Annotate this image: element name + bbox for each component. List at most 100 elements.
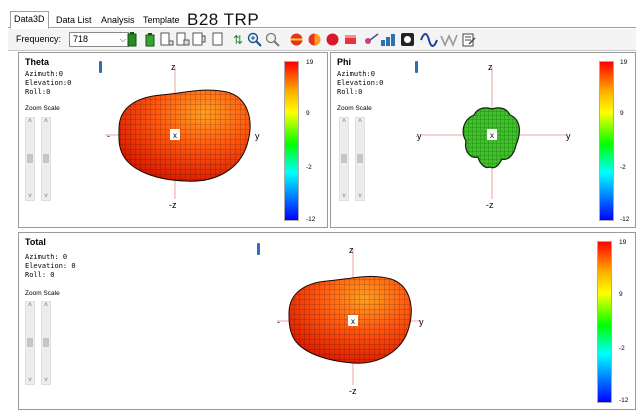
battery-green-icon[interactable] <box>124 32 140 48</box>
zoom-slider[interactable]: ˄ ˅ <box>25 117 35 201</box>
chevron-up-icon[interactable]: ˄ <box>27 118 33 125</box>
axis-y-label: y <box>419 317 424 327</box>
colorbar-tick: -2 <box>306 164 312 171</box>
phi-panel: Phi Azimuth:0 Elevation:0 Roll:0 Zoom Sc… <box>330 52 636 228</box>
colorbar-tick: 9 <box>620 110 624 117</box>
refresh-icon[interactable]: ⇅ <box>232 33 244 47</box>
slider-thumb[interactable] <box>27 154 33 163</box>
chevron-up-icon[interactable]: ˄ <box>43 118 49 125</box>
roll-readout: Roll:0 <box>25 88 51 96</box>
chart-icon[interactable] <box>380 32 396 48</box>
record-icon[interactable] <box>399 32 415 48</box>
axis-neg-y-label: -y <box>416 131 422 141</box>
device-right-icon[interactable] <box>191 32 207 48</box>
chevron-down-icon[interactable]: ˅ <box>27 193 33 200</box>
color-scale-bar <box>284 61 299 221</box>
axis-neg-z-label: -z <box>169 200 177 210</box>
colorbar-tick-max: 19 <box>620 59 628 66</box>
colorbar-tick-min: -12 <box>620 216 630 223</box>
colorbar-tick: -2 <box>620 164 626 171</box>
axis-z-label: z <box>488 62 493 72</box>
chevron-up-icon[interactable]: ˄ <box>341 118 347 125</box>
slider-thumb[interactable] <box>341 154 347 163</box>
frequency-label: Frequency: <box>16 34 62 44</box>
azimuth-readout: Azimuth:0 <box>337 70 375 78</box>
chevron-up-icon[interactable]: ˄ <box>43 302 49 309</box>
chevron-up-icon[interactable]: ˄ <box>357 118 363 125</box>
panel-title: Phi <box>337 57 352 67</box>
zoom-scale-label: Zoom Scale <box>337 105 372 112</box>
axis-neg-z-label: -z <box>486 200 494 210</box>
device-icon[interactable] <box>159 32 175 48</box>
axis-x-label: x <box>490 131 494 140</box>
tab-analysis[interactable]: Analysis <box>101 15 135 25</box>
phi-3d-plot[interactable]: x z -z y -y <box>416 59 596 224</box>
elevation-readout: Elevation: 0 <box>25 262 76 270</box>
device-alt-icon[interactable] <box>175 32 191 48</box>
zoom-slider[interactable]: ˄ ˅ <box>339 117 349 201</box>
azimuth-readout: Azimuth:0 <box>25 70 63 78</box>
elevation-readout: Elevation:0 <box>337 79 384 87</box>
colorbar-tick-min: -12 <box>619 397 629 404</box>
chevron-up-icon[interactable]: ˄ <box>27 302 33 309</box>
slider-thumb[interactable] <box>27 338 33 347</box>
chevron-down-icon[interactable]: ˅ <box>357 193 363 200</box>
chevron-down-icon[interactable]: ˅ <box>27 377 33 384</box>
red-ball-icon[interactable] <box>324 32 340 48</box>
colorbar-tick-max: 19 <box>619 239 627 246</box>
panel-title: Total <box>25 237 46 247</box>
color-scale-bar <box>597 241 612 403</box>
edit-icon[interactable] <box>363 32 379 48</box>
elevation-readout: Elevation:0 <box>25 79 72 87</box>
roll-readout: Roll:0 <box>337 88 363 96</box>
axis-x-label: x <box>173 131 177 140</box>
zigzag-icon[interactable] <box>440 32 458 48</box>
colorbar-tick: -2 <box>619 345 625 352</box>
axis-neg-y-label: - <box>277 317 280 327</box>
zoom-scale-label: Zoom Scale <box>25 105 60 112</box>
tab-data-list[interactable]: Data List <box>56 15 92 25</box>
chevron-down-icon: ⌵ <box>119 35 126 44</box>
battery-green-small-icon[interactable] <box>142 32 158 48</box>
red-box-icon[interactable] <box>342 32 358 48</box>
frequency-select[interactable]: 718 ⌵ <box>69 32 129 47</box>
axis-z-label: z <box>349 245 354 255</box>
export-icon[interactable] <box>460 32 476 48</box>
axis-y-label: y <box>566 131 571 141</box>
slider-thumb[interactable] <box>43 338 49 347</box>
orientation-marker <box>99 61 102 73</box>
zoom-slider-secondary[interactable]: ˄ ˅ <box>41 301 51 385</box>
slider-thumb[interactable] <box>43 154 49 163</box>
zoom-in-icon[interactable] <box>246 32 262 48</box>
theta-3d-plot[interactable]: x z -z y - <box>105 59 285 224</box>
chevron-down-icon[interactable]: ˅ <box>43 377 49 384</box>
tab-data3d[interactable]: Data3D <box>10 11 49 29</box>
total-panel: Total Azimuth: 0 Elevation: 0 Roll: 0 Zo… <box>18 232 636 410</box>
tab-template[interactable]: Template <box>143 15 180 25</box>
axis-neg-z-label: -z <box>349 386 357 396</box>
chevron-down-icon[interactable]: ˅ <box>43 193 49 200</box>
axis-z-label: z <box>171 62 176 72</box>
axis-neg-y-label: - <box>107 131 110 141</box>
panel-title: Theta <box>25 57 50 67</box>
axis-y-label: y <box>255 131 260 141</box>
zoom-scale-label: Zoom Scale <box>25 290 60 297</box>
toolbar: Frequency: 718 ⌵ ⇅ <box>8 29 636 51</box>
zoom-slider-secondary[interactable]: ˄ ˅ <box>355 117 365 201</box>
color-scale-bar <box>599 61 614 221</box>
chevron-down-icon[interactable]: ˅ <box>341 193 347 200</box>
device-plain-icon[interactable] <box>210 32 226 48</box>
color-ball-icon[interactable] <box>288 32 304 48</box>
half-ball-icon[interactable] <box>306 32 322 48</box>
zoom-slider-secondary[interactable]: ˄ ˅ <box>41 117 51 201</box>
sine-wave-icon[interactable] <box>420 32 438 48</box>
tab-bar: Data3D Data List Analysis Template <box>8 6 636 29</box>
roll-readout: Roll: 0 <box>25 271 55 279</box>
zoom-out-icon[interactable] <box>264 32 280 48</box>
zoom-slider[interactable]: ˄ ˅ <box>25 301 35 385</box>
overlay-title: B28 TRP <box>187 10 260 29</box>
total-3d-plot[interactable]: x z -z y - <box>259 239 439 407</box>
slider-thumb[interactable] <box>357 154 363 163</box>
theta-panel: Theta Azimuth:0 Elevation:0 Roll:0 Zoom … <box>18 52 328 228</box>
colorbar-tick: 9 <box>619 291 623 298</box>
